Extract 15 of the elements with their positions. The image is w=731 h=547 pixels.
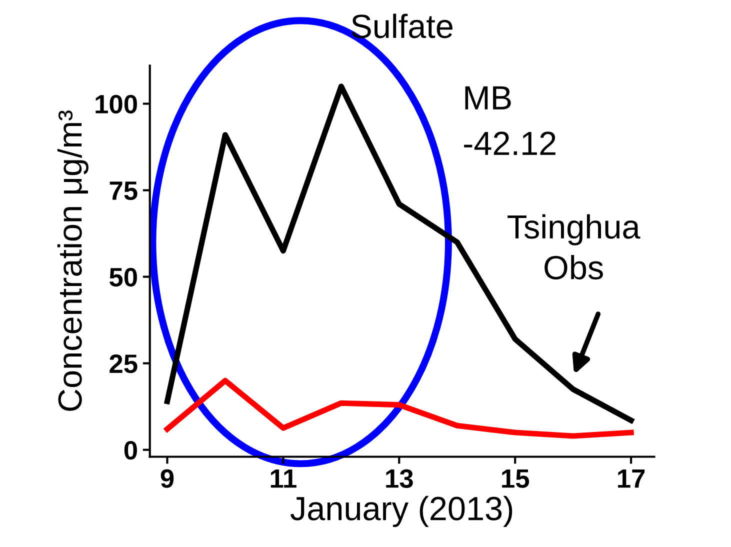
x-tick-label: 13: [386, 469, 413, 488]
x-tick-label: 17: [618, 470, 645, 488]
y-tick-label: 100: [96, 94, 137, 114]
x-tick-label: 15: [502, 470, 530, 488]
y-tick-label: 25: [110, 354, 138, 374]
chart-title: Sulfate: [352, 14, 452, 38]
x-tick-label: 9: [160, 469, 174, 488]
y-axis-title: Concentration μg/m³: [57, 110, 88, 411]
y-tick-label: 50: [110, 268, 137, 287]
x-tick-label: 11: [270, 470, 296, 488]
annotation: Tsinghua Obs: [508, 214, 640, 280]
y-tick-label: 75: [110, 182, 138, 200]
y-tick-label: 0: [124, 440, 137, 460]
x-axis-title: January (2013): [290, 496, 512, 527]
annotation: MB -42.12: [464, 86, 556, 155]
